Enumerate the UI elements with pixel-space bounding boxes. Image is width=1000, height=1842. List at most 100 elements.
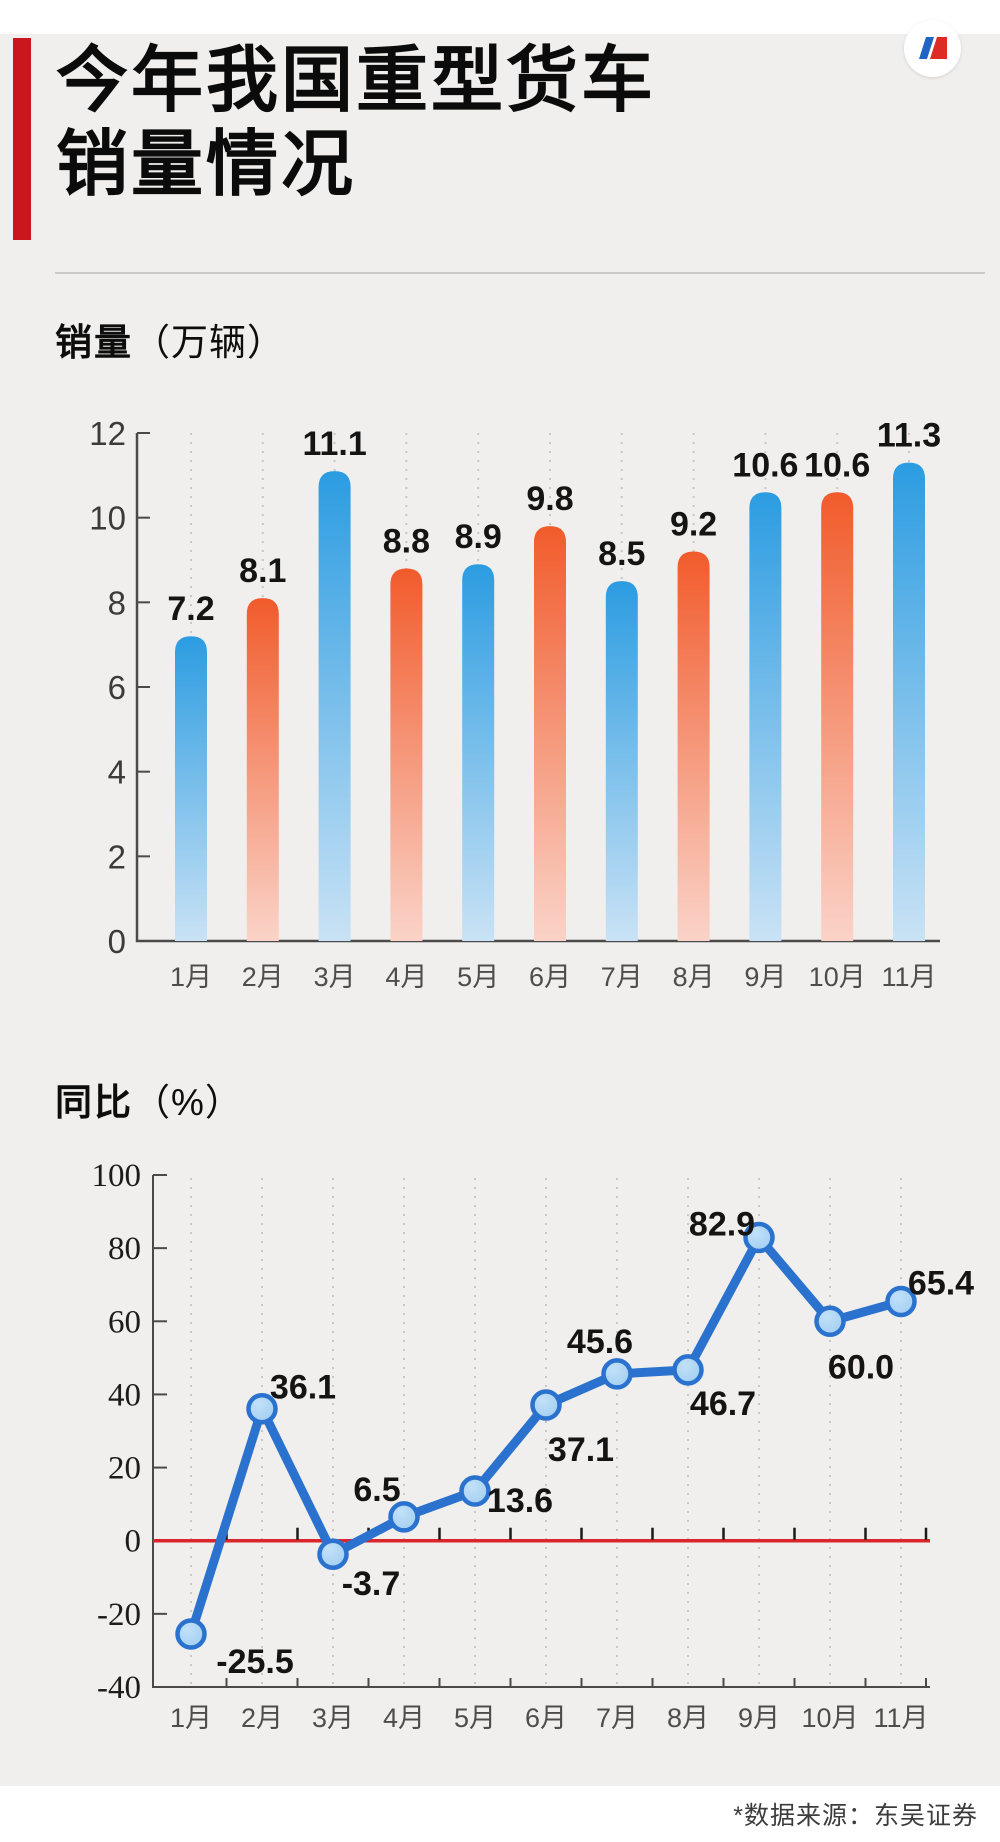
bar: [175, 636, 207, 941]
axis-spine: [152, 1175, 930, 1688]
bar-value-label: 11.1: [302, 425, 366, 463]
x-axis-month-label: 9月: [744, 962, 786, 992]
data-point-marker: [246, 1392, 278, 1425]
y-axis-tick-label: 10: [89, 500, 126, 537]
page-title-line2: 销量情况: [56, 124, 357, 205]
point-value-label: 46.7: [690, 1385, 756, 1423]
y-axis-tick-label: -20: [97, 1597, 141, 1633]
title-divider: [55, 272, 985, 274]
bar: [749, 492, 782, 941]
bar-value-label: 8.9: [455, 518, 502, 556]
x-axis-month-label: 2月: [241, 1703, 283, 1733]
bar-value-label: 11.3: [877, 417, 941, 455]
point-value-label: -3.7: [342, 1565, 401, 1603]
n-logo-glyph: [919, 37, 947, 59]
bar: [246, 598, 279, 941]
bar-value-label: 9.2: [670, 506, 717, 544]
data-point-marker: [317, 1538, 349, 1570]
data-point-marker: [601, 1358, 633, 1390]
data-point-marker: [459, 1475, 491, 1507]
point-value-label: 37.1: [548, 1431, 614, 1469]
sales-bar-chart: 0 2 4 6 8 10 12 7.2 1月 8.1 2月 11.1 3月 8.8 4月 8.9 5月 9.8 6月…: [89, 415, 941, 992]
y-axis-tick-label: 2: [108, 838, 126, 875]
x-axis-month-label: 10月: [801, 1703, 858, 1733]
x-axis-month-label: 11月: [873, 1703, 928, 1733]
y-axis-tick-label: 8: [108, 584, 126, 621]
point-value-label: 13.6: [487, 1482, 553, 1520]
x-axis-month-label: 8月: [673, 962, 715, 992]
n-logo-icon: [904, 20, 961, 77]
y-axis-tick-label: 4: [108, 754, 126, 791]
data-source-note: *数据来源：东吴证券: [733, 1802, 978, 1830]
y-axis-tick-label: -40: [97, 1670, 141, 1706]
x-axis-month-label: 3月: [314, 962, 356, 992]
y-axis-tick-label: 0: [108, 923, 126, 960]
x-axis-month-label: 11月: [881, 962, 936, 992]
data-point-marker: [814, 1305, 846, 1338]
x-axis-month-label: 7月: [596, 1703, 638, 1733]
x-axis-month-label: 6月: [525, 1703, 567, 1733]
bar-value-label: 8.1: [239, 552, 286, 590]
page-title-line1: 今年我国重型货车: [56, 41, 657, 121]
x-axis-month-label: 4月: [385, 962, 427, 992]
y-axis-tick-label: 6: [108, 669, 126, 706]
sales-heading-label: 销量: [55, 322, 133, 363]
bar-value-label: 10.6: [804, 446, 870, 484]
yoy-heading-unit: （%）: [133, 1082, 243, 1123]
bar: [534, 526, 566, 941]
bar: [605, 581, 638, 941]
point-value-label: 65.4: [908, 1265, 974, 1303]
bar: [893, 462, 925, 941]
point-value-label: -25.5: [216, 1643, 294, 1681]
x-axis-month-label: 9月: [738, 1703, 780, 1733]
bar: [821, 492, 854, 941]
x-axis-month-label: 1月: [170, 962, 212, 992]
data-point-marker: [530, 1389, 562, 1421]
x-axis-month-label: 5月: [457, 962, 499, 992]
y-axis-tick-label: 60: [108, 1304, 141, 1340]
section-heading-sales: 销量（万辆）: [55, 312, 285, 366]
x-axis-month-label: 6月: [529, 962, 571, 992]
x-axis-month-label: 1月: [170, 1703, 212, 1733]
yoy-heading-label: 同比: [55, 1082, 133, 1123]
bar: [390, 568, 423, 941]
point-value-label: 36.1: [270, 1369, 336, 1407]
page-title: 今年我国重型货车 销量情况: [56, 40, 856, 207]
yoy-line-chart: -40 -20 0 20 40 60 80 100 -25.5 36.1 -3.7 6.5 13.6 37…: [92, 1158, 975, 1733]
x-axis-month-label: 3月: [312, 1703, 354, 1733]
data-point-marker: [672, 1354, 704, 1386]
y-axis-tick-label: 20: [108, 1451, 141, 1487]
bar-value-label: 10.6: [732, 446, 798, 484]
data-point-marker: [175, 1618, 207, 1650]
x-axis-month-label: 7月: [601, 962, 643, 992]
y-axis-tick-label: 100: [92, 1158, 142, 1194]
x-axis-month-label: 4月: [383, 1703, 425, 1733]
bar: [462, 564, 495, 941]
bar-value-label: 8.5: [598, 535, 645, 573]
y-axis-tick-label: 12: [89, 415, 126, 452]
title-accent-bar: [13, 38, 31, 240]
x-axis-month-label: 2月: [242, 962, 284, 992]
bar-value-label: 9.8: [526, 480, 573, 518]
data-point-marker: [885, 1285, 917, 1318]
axis-spine: [135, 433, 940, 943]
point-value-label: 82.9: [689, 1206, 755, 1244]
point-value-label: 45.6: [567, 1323, 633, 1361]
x-axis-month-label: 5月: [454, 1703, 496, 1733]
y-axis-tick-label: 0: [125, 1524, 142, 1560]
bar: [677, 551, 710, 941]
y-axis-tick-label: 80: [108, 1231, 141, 1267]
bar-value-label: 7.2: [167, 590, 214, 628]
bar-value-label: 8.8: [383, 522, 430, 560]
data-point-marker: [388, 1501, 420, 1533]
point-value-label: 6.5: [353, 1471, 400, 1509]
point-value-label: 60.0: [828, 1348, 894, 1386]
y-axis-tick-label: 40: [108, 1377, 141, 1413]
x-axis-month-label: 8月: [667, 1703, 709, 1733]
data-point-marker: [743, 1221, 775, 1254]
section-heading-yoy: 同比（%）: [55, 1072, 243, 1126]
sales-heading-unit: （万辆）: [133, 322, 285, 363]
bar: [318, 471, 351, 941]
x-axis-month-label: 10月: [809, 962, 866, 992]
